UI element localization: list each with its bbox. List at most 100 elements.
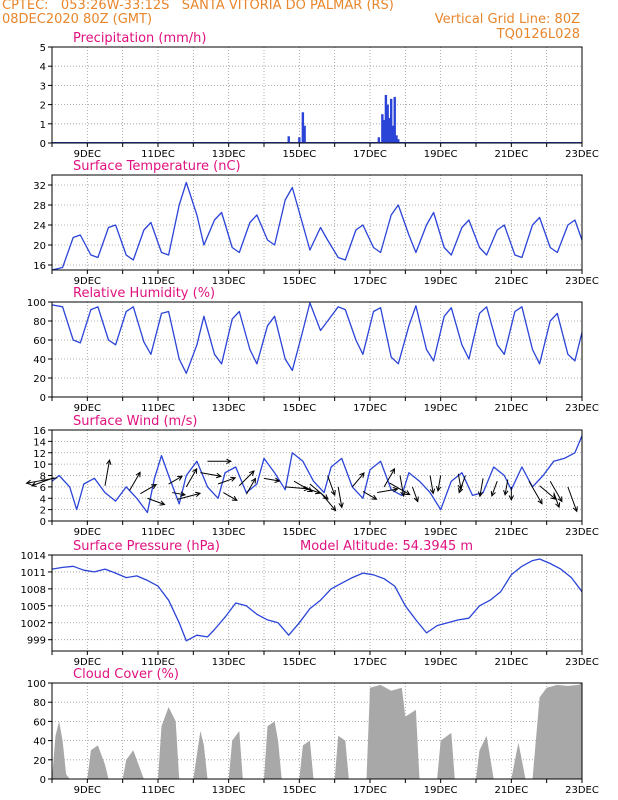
wind-y-tick-label: 14 — [33, 437, 46, 448]
temperature-title: Surface Temperature (nC) — [73, 159, 241, 174]
wind-y-tick-label: 10 — [33, 460, 46, 471]
wind-arrow-shaft — [129, 472, 141, 491]
precipitation-frame — [51, 46, 583, 144]
wind-arrow-shaft — [411, 486, 419, 502]
wind-arrow-head — [508, 495, 515, 501]
temperature-y-tick-label: 24 — [33, 221, 46, 232]
temperature-panel: Surface Temperature (nC) 16 20 24 28 32 9DEC 11… — [33, 159, 599, 287]
precipitation-bar — [388, 118, 391, 143]
humidity-x-tick-label: 9DEC — [74, 403, 101, 414]
precipitation-bar — [287, 136, 290, 143]
wind-arrow-head — [322, 494, 329, 500]
cloud-x-tick-label: 15DEC — [282, 785, 316, 796]
pressure-series-line — [51, 558, 583, 642]
precipitation-y-tick-label: 0 — [40, 139, 46, 150]
humidity-y-tick-label: 60 — [33, 336, 46, 347]
cloud-y-tick-label: 0 — [40, 775, 46, 786]
cloud-area — [52, 683, 582, 779]
temperature-series-line — [51, 181, 583, 271]
cloud-x-tick-label: 9DEC — [74, 785, 101, 796]
wind-x-tick-label: 15DEC — [282, 527, 316, 538]
pressure-title: Surface Pressure (hPa) — [73, 539, 220, 554]
temperature-x-tick-label: 15DEC — [282, 276, 316, 287]
humidity-y-tick-label: 40 — [33, 355, 46, 366]
wind-arrow-head — [330, 505, 337, 512]
cloud-x-tick-label: 17DEC — [353, 785, 387, 796]
wind-arrow-shaft — [223, 492, 238, 501]
humidity-title: Relative Humidity (%) — [73, 286, 215, 301]
precipitation-bar — [384, 95, 388, 143]
precipitation-x-tick-label: 19DEC — [424, 149, 458, 160]
wind-arrow-head — [25, 479, 32, 486]
precipitation-x-tick-label: 21DEC — [494, 149, 528, 160]
cloud-x-tick-label: 21DEC — [494, 785, 528, 796]
precipitation-x-tick-label: 17DEC — [353, 149, 387, 160]
header-station: CPTEC: 053:26W-33:12S SANTA VITORIA DO P… — [2, 0, 394, 13]
wind-arrow-shaft — [457, 473, 462, 490]
wind-arrow-head — [330, 490, 336, 497]
cloud-y-tick-label: 100 — [27, 679, 46, 690]
wind-arrow-head — [359, 472, 365, 478]
wind-arrow-shaft — [320, 492, 336, 511]
precipitation-x-tick-label: 9DEC — [74, 149, 101, 160]
wind-arrow-head — [490, 490, 496, 497]
wind-arrow-head — [195, 491, 202, 498]
cloud-x-tick-label: 23DEC — [565, 785, 599, 796]
precipitation-bar — [301, 112, 305, 143]
precipitation-panel: Precipitation (mm/h) 0 1 2 3 4 5 9DEC 11DEC 13DEC… — [40, 31, 599, 160]
temperature-x-tick-label: 11DEC — [141, 276, 175, 287]
wind-arrow-shaft — [383, 468, 395, 488]
wind-arrow-shaft — [238, 470, 255, 487]
wind-arrow-head — [436, 485, 442, 492]
precipitation-bar — [382, 119, 386, 143]
wind-arrow-shaft — [351, 472, 365, 488]
precipitation-y-tick-label: 4 — [40, 62, 46, 73]
cloud-y-tick-label: 80 — [33, 698, 46, 709]
precipitation-bar — [397, 139, 400, 143]
wind-arrow-shaft — [429, 475, 434, 494]
cloud-x-tick-label: 13DEC — [212, 785, 246, 796]
pressure-y-tick-label: 1014 — [21, 551, 46, 562]
temperature-y-tick-label: 28 — [33, 201, 46, 212]
header-run-date: 08DEC2020 80Z (GMT) — [2, 12, 153, 27]
wind-arrow-shaft — [528, 480, 543, 504]
wind-arrow-head — [392, 487, 399, 493]
wind-arrow-head — [180, 491, 187, 497]
wind-y-tick-label: 12 — [33, 449, 46, 460]
humidity-y-tick-label: 20 — [33, 374, 46, 385]
pressure-y-tick-label: 1002 — [21, 619, 46, 630]
humidity-x-tick-label: 21DEC — [494, 403, 528, 414]
wind-arrow-shaft — [217, 477, 236, 485]
wind-x-tick-label: 21DEC — [494, 527, 528, 538]
temperature-x-tick-label: 21DEC — [494, 276, 528, 287]
pressure-x-tick-label: 23DEC — [565, 657, 599, 668]
pressure-annotation: Model Altitude: 54.3945 m — [300, 539, 473, 554]
precipitation-bar — [395, 135, 398, 143]
pressure-x-tick-label: 19DEC — [424, 657, 458, 668]
precipitation-x-tick-label: 15DEC — [282, 149, 316, 160]
wind-arrow-head — [231, 495, 238, 501]
wind-y-tick-label: 8 — [40, 472, 46, 483]
wind-arrow-shaft — [376, 488, 398, 494]
humidity-frame — [51, 301, 583, 398]
wind-arrow-head — [477, 491, 484, 498]
wind-x-tick-label: 9DEC — [74, 527, 101, 538]
cloud-x-tick-label: 19DEC — [424, 785, 458, 796]
wind-arrow-shaft — [491, 481, 498, 497]
temperature-x-tick-label: 23DEC — [565, 276, 599, 287]
wind-y-tick-label: 16 — [33, 426, 46, 437]
wind-arrow-head — [192, 467, 198, 474]
humidity-y-tick-label: 0 — [40, 393, 46, 404]
wind-arrow-head — [249, 470, 255, 476]
wind-arrow-head — [215, 472, 222, 479]
precipitation-bar — [298, 137, 301, 143]
precipitation-bar — [303, 125, 306, 143]
wind-arrow-shaft — [458, 475, 466, 493]
wind-arrow-shaft — [140, 484, 157, 495]
humidity-y-tick-label: 80 — [33, 317, 46, 328]
wind-arrow-shaft — [539, 485, 556, 500]
temperature-x-tick-label: 13DEC — [212, 276, 246, 287]
wind-arrow-head — [177, 475, 184, 481]
precipitation-y-tick-label: 2 — [40, 101, 46, 112]
cloud-y-tick-label: 40 — [33, 737, 46, 748]
